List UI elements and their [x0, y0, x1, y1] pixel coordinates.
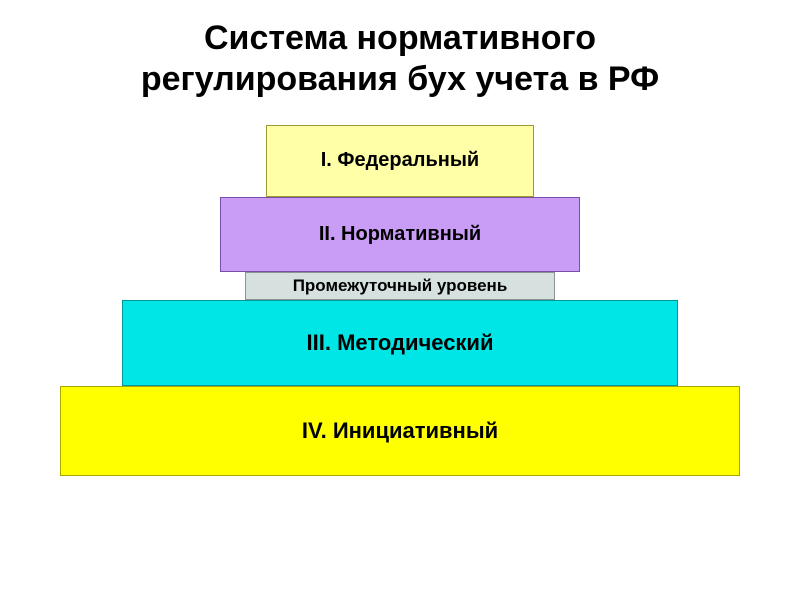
level-methodical: III. Методический — [122, 300, 678, 386]
title-line-1: Система нормативного — [0, 18, 800, 59]
level-normative: II. Нормативный — [220, 197, 580, 272]
level-intermediate: Промежуточный уровень — [245, 272, 555, 300]
level-label: IV. Инициативный — [302, 418, 498, 444]
level-initiative: IV. Инициативный — [60, 386, 740, 476]
level-federal: I. Федеральный — [266, 125, 534, 197]
level-label: II. Нормативный — [319, 223, 481, 246]
diagram-title: Система нормативного регулирования бух у… — [0, 0, 800, 100]
level-label: III. Методический — [307, 330, 494, 356]
level-label: I. Федеральный — [321, 149, 479, 172]
level-label: Промежуточный уровень — [293, 276, 508, 296]
title-line-2: регулирования бух учета в РФ — [0, 59, 800, 100]
